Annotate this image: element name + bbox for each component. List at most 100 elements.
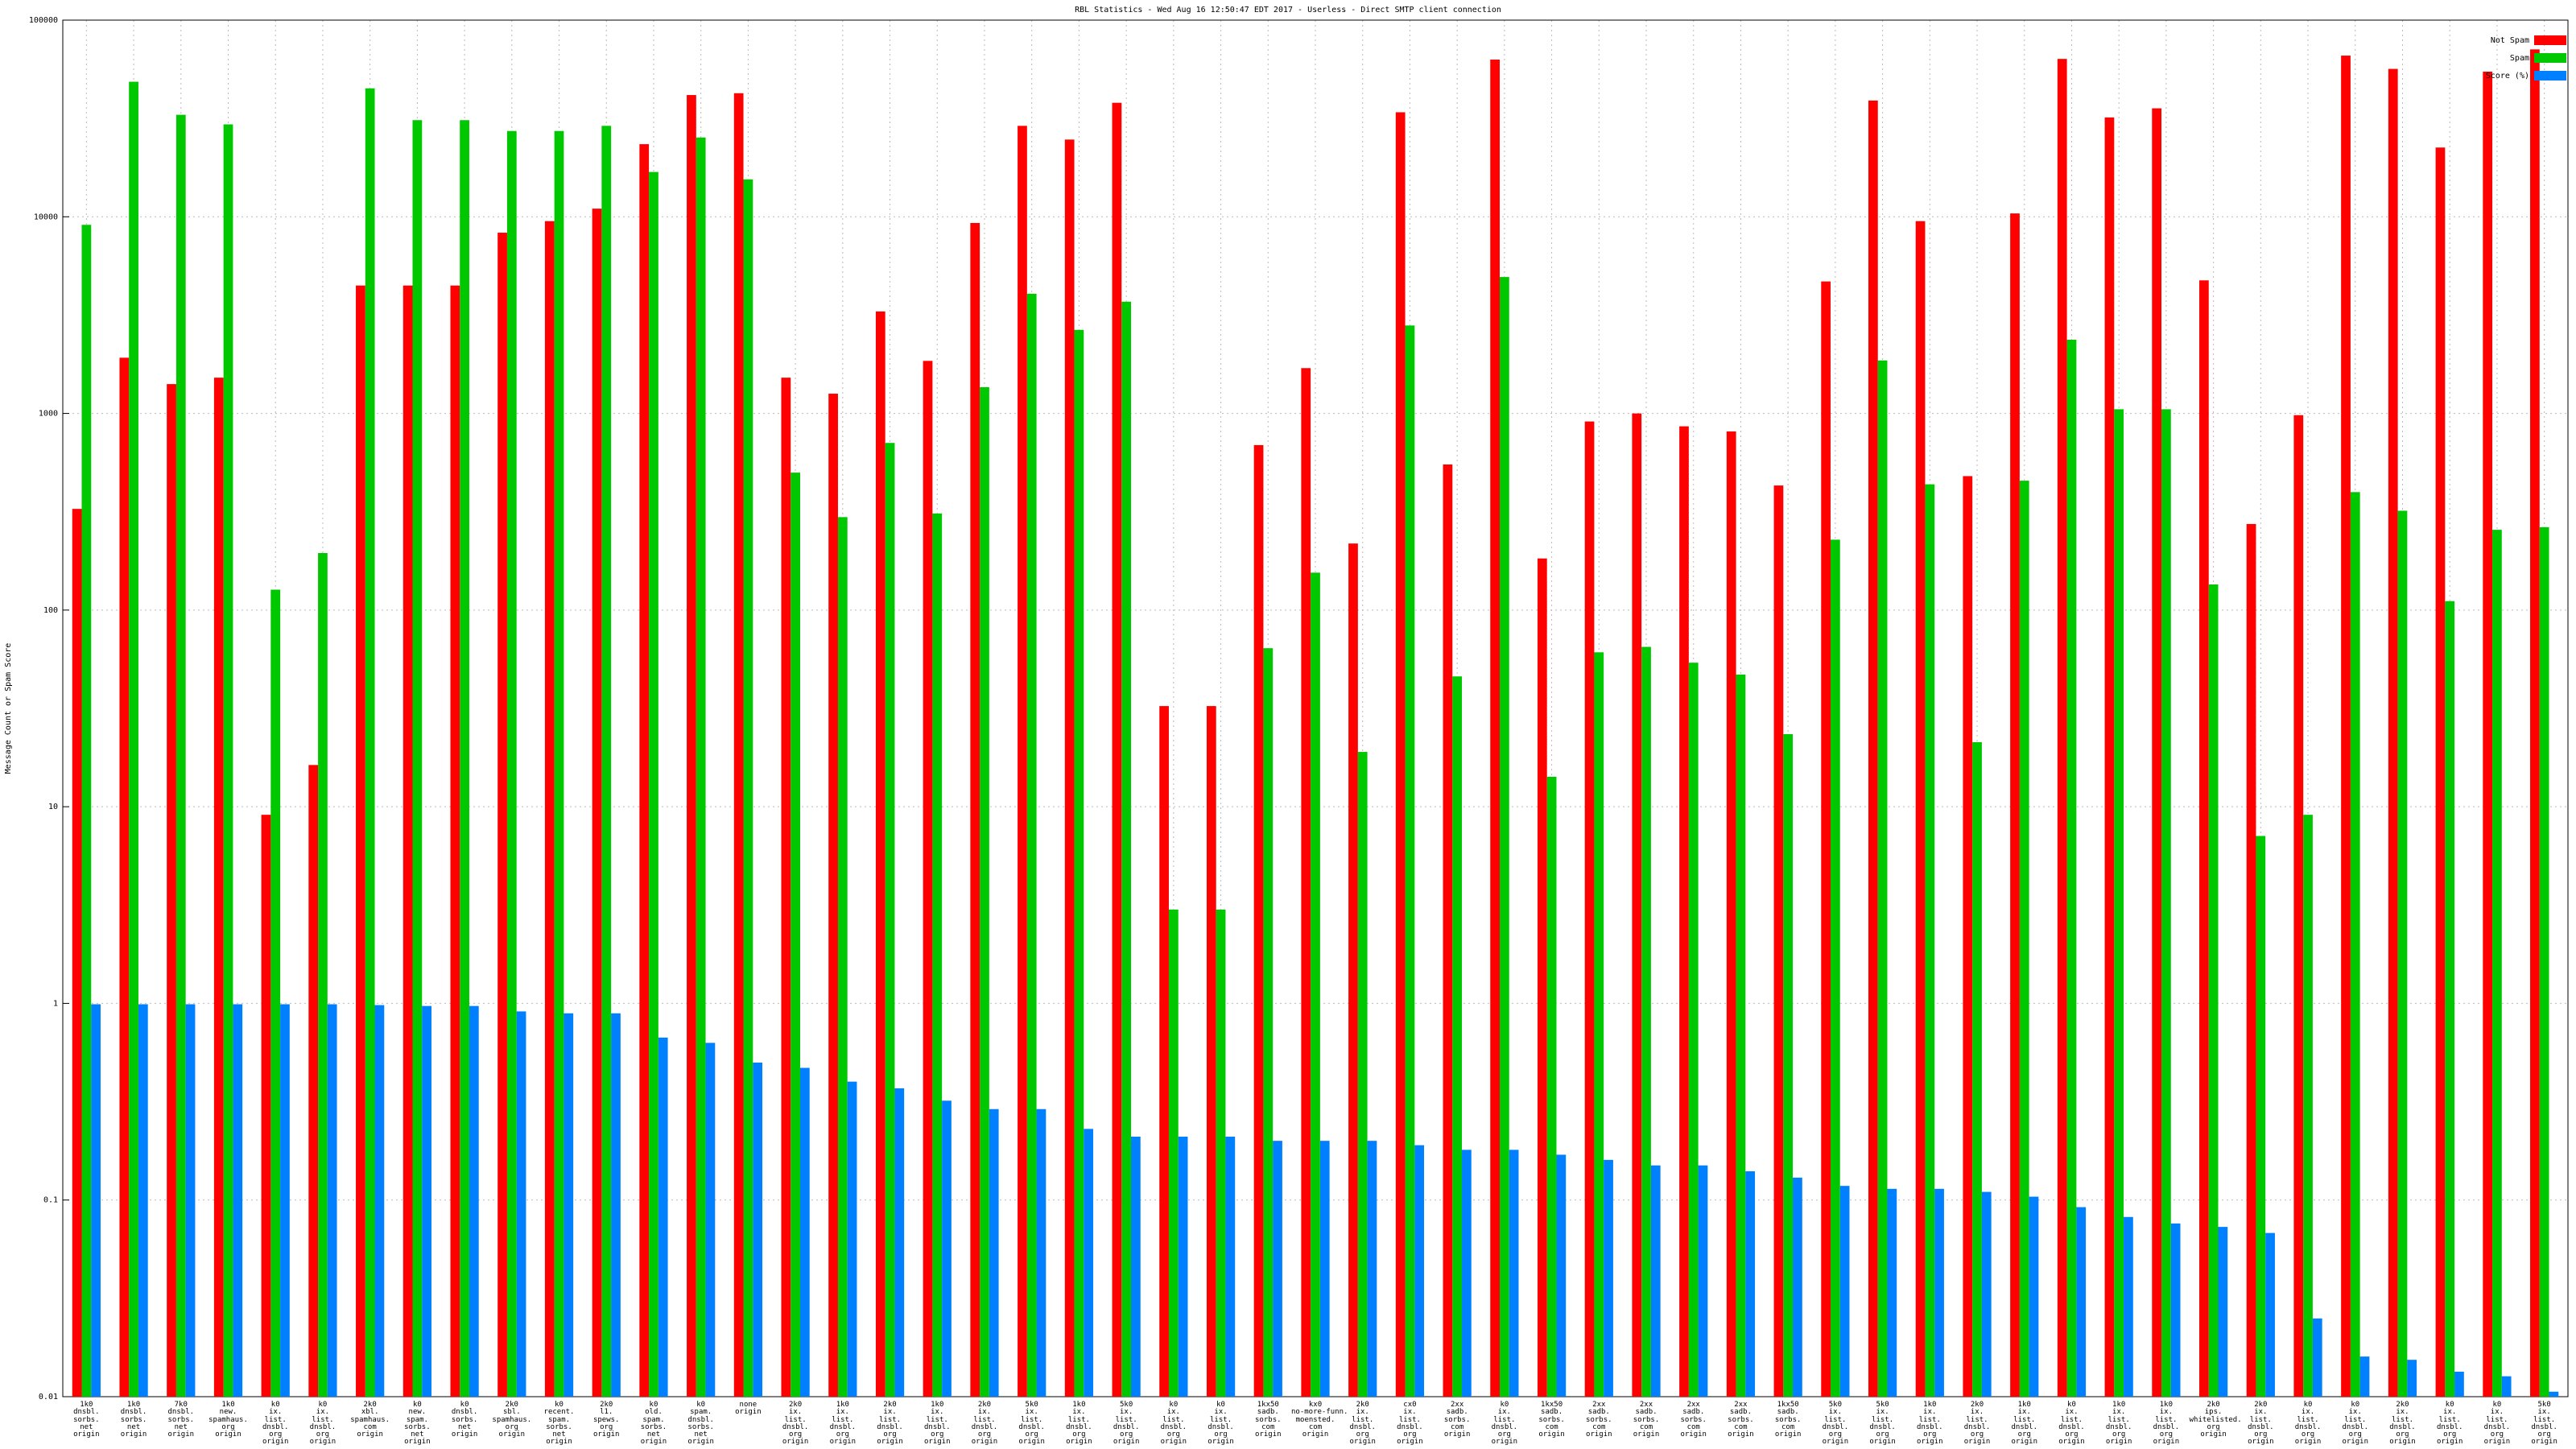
bar [138,1004,148,1397]
bar [1839,1186,1850,1397]
x-tick-label: k0 ix. list. dnsbl. org origin [1160,1401,1187,1447]
x-tick-label: 2k0 l1. spews. org origin [592,1401,620,1439]
x-tick-label: 2xx sadb. sorbs. com origin [1728,1401,1754,1439]
bar [942,1100,952,1397]
y-tick-label: 0.01 [39,1393,58,1402]
bar [649,171,658,1397]
x-tick-label: 2xx sadb. sorbs. com origin [1586,1401,1612,1439]
x-tick-label: 1k0 ix. list. dnsbl. org origin [1066,1401,1092,1447]
x-tick-label: kx0 no-more-funn. moensted. com origin [1291,1401,1348,1439]
bar [2397,510,2408,1397]
bar [261,815,271,1397]
bar [1915,221,1926,1397]
chart-title: RBL Statistics - Wed Aug 16 12:50:47 EDT… [1075,6,1501,14]
x-tick-label: k0 ix. list. dnsbl. org origin [2294,1401,2322,1447]
bar [1084,1129,1094,1397]
legend-label: Not Spam [2491,36,2529,45]
bar [564,1013,574,1397]
bar [2492,530,2502,1397]
bar [167,384,176,1397]
bar [1934,1188,1944,1397]
bar [1963,476,1973,1397]
bar [2246,523,2256,1397]
x-tick-label: k0 recent. spam. sorbs. net origin [543,1401,575,1447]
bar [1414,1145,1425,1397]
bar [1178,1137,1188,1397]
bar [233,1004,243,1397]
bar [2265,1232,2275,1397]
bar [1405,325,1415,1397]
x-tick-label: 2k0 ix. list. dnsbl. org origin [782,1401,809,1447]
y-tick-label: 1000 [39,410,58,419]
bar [2303,815,2313,1397]
legend-label: Spam [2510,54,2529,63]
bar [1064,139,1075,1397]
bar [733,93,744,1397]
legend-swatch [2534,71,2566,80]
bar [1216,909,1226,1397]
y-tick-label: 0.1 [43,1196,58,1205]
bar [2170,1223,2181,1397]
bar [1112,102,1122,1397]
bar [1594,652,1604,1397]
x-tick-label: k0 old. spam. sorbs. net origin [640,1401,667,1447]
bar [72,509,82,1397]
x-tick-label: k0 ix. list. dnsbl. org origin [2342,1401,2369,1447]
x-tick-label: cx0 ix. list. dnsbl. org origin [1397,1401,1423,1447]
bar [1537,558,1547,1397]
y-axis-label: Message Count or Spam Score [4,643,13,774]
bar [1584,421,1595,1397]
x-tick-label: k0 ix. list. dnsbl. org origin [2436,1401,2463,1447]
x-tick-label: 1kx50 sadb. sorbs. com origin [1538,1401,1565,1439]
bar [781,378,791,1397]
bar [1499,277,1509,1397]
bar [1131,1137,1141,1397]
x-tick-label: k0 ix. list. dnsbl. org origin [309,1401,336,1447]
bar [1641,646,1651,1397]
bar [1546,776,1557,1397]
x-tick-label: 2k0 ips. whitelisted. org origin [2189,1401,2242,1439]
bar [2341,56,2351,1397]
bar [2388,68,2398,1397]
bar [1773,485,1784,1397]
bar [592,208,602,1397]
bar [402,285,413,1397]
bar [658,1037,668,1397]
bar [1490,60,1500,1397]
bar [129,81,138,1397]
bar [1159,706,1169,1397]
bar [705,1042,716,1397]
x-tick-label: k0 ix. list. dnsbl. org origin [1491,1401,1518,1447]
bar [2501,1376,2512,1397]
bar [1650,1165,1661,1397]
bar [837,517,848,1397]
bar [753,1062,763,1397]
x-tick-label: 2k0 ix. list. dnsbl. org origin [877,1401,903,1447]
x-tick-label: k0 ix. list. dnsbl. org origin [1208,1401,1234,1447]
bar [1443,464,1453,1397]
x-tick-label: 5k0 ix. list. dnsbl. org origin [1113,1401,1140,1447]
bar [1868,100,1878,1397]
bar [1074,329,1084,1397]
bar [450,285,460,1397]
bar [497,233,507,1397]
bar [2256,836,2266,1397]
bar [81,225,92,1397]
bar [639,144,650,1397]
bar [611,1013,621,1397]
bar [980,386,989,1397]
x-tick-label: 2k0 xbl. spamhaus. com origin [350,1401,390,1439]
bar [516,1011,526,1397]
bar [460,120,469,1397]
x-tick-label: 2xx sadb. sorbs. com origin [1633,1401,1660,1439]
x-tick-label: k0 ix. list. dnsbl. org origin [2483,1401,2511,1447]
bar [828,394,838,1397]
bar [2057,59,2067,1397]
x-tick-label: 7k0 dnsbl. sorbs. net origin [167,1401,195,1439]
y-tick-label: 10 [48,803,58,811]
bar [743,179,753,1397]
bar [1972,741,1982,1397]
bar [1821,281,1831,1397]
bar [327,1004,337,1397]
